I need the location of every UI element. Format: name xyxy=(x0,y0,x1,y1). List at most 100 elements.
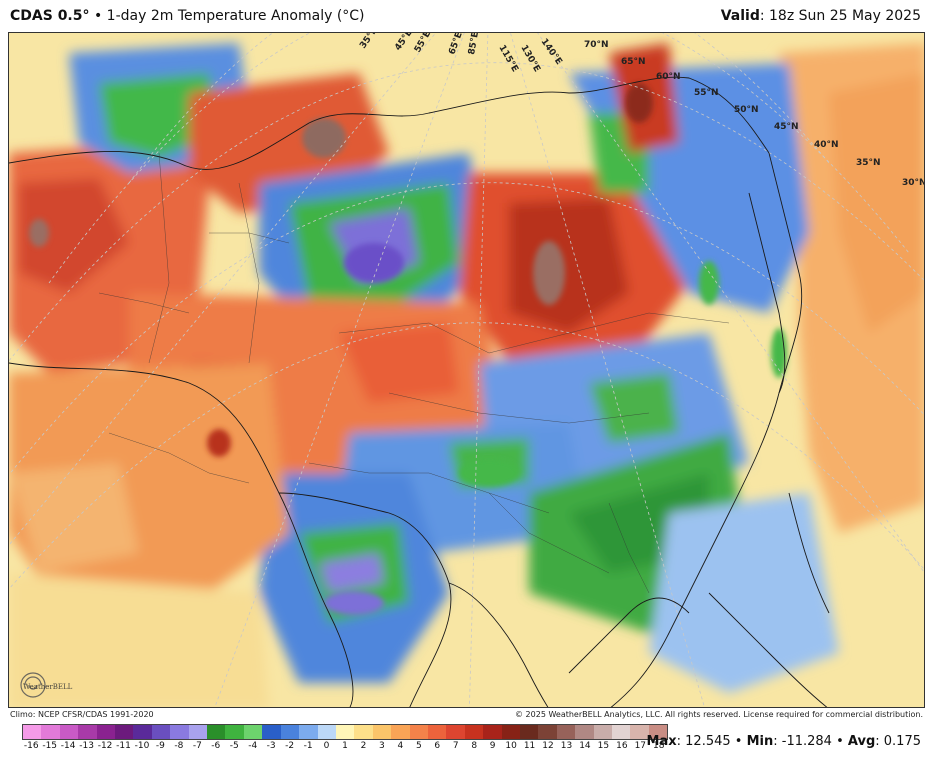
colorbar-swatches xyxy=(22,724,668,740)
lat-label: 65°N xyxy=(621,57,646,67)
avg-value: : 0.175 xyxy=(875,734,921,749)
lat-label: 50°N xyxy=(734,105,759,115)
colorbar-swatch xyxy=(96,725,116,739)
colorbar-swatch xyxy=(519,725,539,739)
colorbar-tick-label: 10 xyxy=(505,741,517,751)
colorbar-tick-label: -15 xyxy=(42,741,58,751)
valid-label: Valid xyxy=(720,8,760,24)
colorbar-tick-label: -7 xyxy=(192,741,202,751)
colorbar-tick-label: 11 xyxy=(523,741,536,751)
colorbar-swatch xyxy=(612,725,631,739)
lon-label: 85°E xyxy=(467,33,481,56)
colorbar-swatch xyxy=(41,725,60,739)
map-title: CDAS 0.5° • 1-day 2m Temperature Anomaly… xyxy=(10,8,365,24)
colorbar-tick-label: 4 xyxy=(397,741,404,751)
valid-value: : 18z Sun 25 May 2025 xyxy=(759,8,921,24)
colorbar-swatch xyxy=(501,725,520,739)
logo-text: WeatherBELL xyxy=(23,683,73,691)
colorbar-swatch xyxy=(299,725,318,739)
colorbar-swatch xyxy=(133,725,152,739)
colorbar-swatch xyxy=(317,725,336,739)
colorbar-swatch xyxy=(225,725,244,739)
colorbar-tick-label: 12 xyxy=(542,741,554,751)
colorbar-tick-label: -12 xyxy=(97,741,113,751)
header: CDAS 0.5° • 1-day 2m Temperature Anomaly… xyxy=(0,0,935,32)
lat-label: 60°N xyxy=(656,72,681,82)
model-name: CDAS 0.5° xyxy=(10,8,90,24)
colorbar-swatch xyxy=(280,725,300,739)
colorbar-swatch xyxy=(115,725,134,739)
colorbar-swatch xyxy=(409,725,428,739)
colorbar-swatch xyxy=(464,725,484,739)
colorbar-swatch xyxy=(391,725,410,739)
copyright-note: © 2025 WeatherBELL Analytics, LLC. All r… xyxy=(515,710,923,719)
map-panel[interactable]: 35°E 45°E 55°E 65°E 85°E 115°E 130°E 140… xyxy=(8,32,925,708)
colorbar-tick-label: -4 xyxy=(248,741,258,751)
anomaly-map: 35°E 45°E 55°E 65°E 85°E 115°E 130°E 140… xyxy=(9,33,925,707)
colorbar-swatch xyxy=(427,725,447,739)
lat-label: 70°N xyxy=(584,40,609,50)
graticule xyxy=(9,33,924,707)
colorbar-swatch xyxy=(575,725,594,739)
colorbar-swatch xyxy=(648,725,668,739)
colorbar-swatch xyxy=(372,725,392,739)
colorbar-tick-label: 3 xyxy=(379,741,385,751)
field-stats: Max: 12.545 • Min: -11.284 • Avg: 0.175 xyxy=(647,734,921,749)
colorbar-tick-label: 18 xyxy=(653,741,665,751)
colorbar-tick-label: -1 xyxy=(303,741,313,751)
colorbar-swatch xyxy=(78,725,97,739)
colorbar-tick-label: 7 xyxy=(452,741,459,751)
lat-label: 30°N xyxy=(902,178,925,188)
colorbar-tick-label: -11 xyxy=(116,741,131,751)
colorbar-swatch xyxy=(630,725,649,739)
colorbar-tick-label: -8 xyxy=(174,741,184,751)
weatherbell-logo: WeatherBELL xyxy=(20,672,73,698)
colorbar-tick-label: 9 xyxy=(489,741,496,751)
title-separator: • xyxy=(89,8,107,24)
swirl-logo-icon xyxy=(20,672,46,698)
colorbar-swatch xyxy=(170,725,189,739)
colorbar-tick-label: -16 xyxy=(23,741,39,751)
avg-label: Avg xyxy=(847,734,876,749)
colorbar-swatch xyxy=(593,725,612,739)
colorbar-tick-label: 17 xyxy=(634,741,647,751)
colorbar-swatch xyxy=(59,725,79,739)
colorbar-tick-label: 0 xyxy=(323,741,330,751)
colorbar-tick-label: 8 xyxy=(471,741,478,751)
colorbar-tick-label: 13 xyxy=(560,741,573,751)
lat-label: 35°N xyxy=(856,158,881,168)
colorbar-swatch xyxy=(446,725,465,739)
stats-separator: • xyxy=(831,734,848,749)
colorbar-tick-label: -5 xyxy=(229,741,239,751)
colorbar-swatch xyxy=(243,725,263,739)
lat-label: 55°N xyxy=(694,88,719,98)
colorbar-tick-label: 6 xyxy=(434,741,441,751)
colorbar-swatch xyxy=(151,725,171,739)
borders xyxy=(98,152,730,594)
colorbar-swatch xyxy=(354,725,373,739)
anomaly-cores xyxy=(29,83,787,615)
colorbar-swatch xyxy=(207,725,226,739)
climo-note: Climo: NCEP CFSR/CDAS 1991-2020 xyxy=(10,710,154,719)
colorbar-swatch xyxy=(538,725,557,739)
colorbar-tick-label: 14 xyxy=(579,741,591,751)
colorbar-tick-label: -6 xyxy=(211,741,221,751)
colorbar-swatch xyxy=(262,725,281,739)
stats-separator: • xyxy=(730,734,747,749)
colorbar-tick-label: 5 xyxy=(415,741,422,751)
colorbar-tick-label: 2 xyxy=(360,741,367,751)
min-value: : -11.284 xyxy=(773,734,832,749)
colorbar-tick-label: -14 xyxy=(60,741,76,751)
max-value: : 12.545 xyxy=(676,734,731,749)
colorbar-swatch xyxy=(188,725,208,739)
colorbar-tick-label: -2 xyxy=(285,741,295,751)
valid-time: Valid: 18z Sun 25 May 2025 xyxy=(721,8,921,24)
colorbar-tick-label: 1 xyxy=(342,741,348,751)
colorbar-legend: -16 -15 -14 -13 -12 -11 -10 -9 -8 -7 -6 -5 -4 -3 -2 -1 0… xyxy=(22,724,668,764)
coastlines xyxy=(9,76,830,707)
colorbar-tick-label: 15 xyxy=(597,741,610,751)
field-description: 1-day 2m Temperature Anomaly (°C) xyxy=(106,8,365,24)
colorbar-tick-label: 16 xyxy=(616,741,628,751)
colorbar-swatch xyxy=(483,725,502,739)
min-label: Min xyxy=(746,734,774,749)
